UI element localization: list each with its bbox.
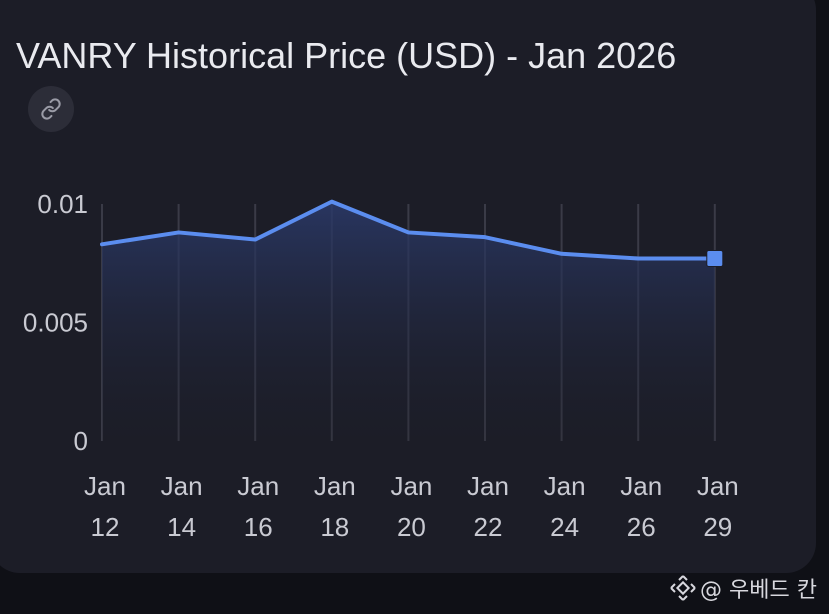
x-tick-label: 22 bbox=[474, 512, 503, 542]
x-tick-label: 12 bbox=[91, 512, 120, 542]
last-price-marker[interactable] bbox=[706, 250, 724, 268]
binance-icon bbox=[670, 575, 696, 601]
x-tick-label: Jan bbox=[467, 471, 509, 501]
x-tick-label: Jan bbox=[697, 471, 739, 501]
y-tick-label: 0 bbox=[74, 426, 88, 456]
watermark: @ 우베드 칸 bbox=[670, 572, 817, 604]
y-tick-label: 0.005 bbox=[23, 308, 88, 338]
x-tick-label: 26 bbox=[627, 512, 656, 542]
chart-title-text: VANRY Historical Price (USD) - Jan 2026 bbox=[16, 35, 677, 76]
link-button[interactable] bbox=[28, 86, 74, 133]
area-layer bbox=[100, 199, 724, 441]
x-tick-label: 24 bbox=[550, 512, 579, 542]
y-tick-label: 0.01 bbox=[37, 189, 88, 219]
x-tick-label: 20 bbox=[397, 512, 426, 542]
x-tick-label: Jan bbox=[314, 471, 356, 501]
area-fill bbox=[102, 201, 715, 441]
price-line bbox=[100, 199, 717, 261]
chart-title: VANRY Historical Price (USD) - Jan 2026 bbox=[16, 28, 716, 138]
x-tick-label: Jan bbox=[84, 471, 126, 501]
x-tick-label: Jan bbox=[237, 471, 279, 501]
x-tick-label: Jan bbox=[390, 471, 432, 501]
x-tick-label: Jan bbox=[161, 471, 203, 501]
y-axis-ticks: 0.01 0.005 0 bbox=[23, 189, 88, 456]
x-tick-label: Jan bbox=[620, 471, 662, 501]
x-tick-label: Jan bbox=[544, 471, 586, 501]
watermark-text: @ 우베드 칸 bbox=[700, 578, 817, 603]
x-tick-label: 16 bbox=[244, 512, 273, 542]
x-tick-label: 29 bbox=[703, 512, 732, 542]
x-tick-label: 18 bbox=[320, 512, 349, 542]
link-icon bbox=[41, 98, 61, 121]
x-tick-label: 14 bbox=[167, 512, 196, 542]
x-axis-ticks: Jan 12 Jan 14 Jan 16 Jan 18 Jan 20 Jan 22 Jan 24 Jan 26… bbox=[84, 471, 739, 542]
